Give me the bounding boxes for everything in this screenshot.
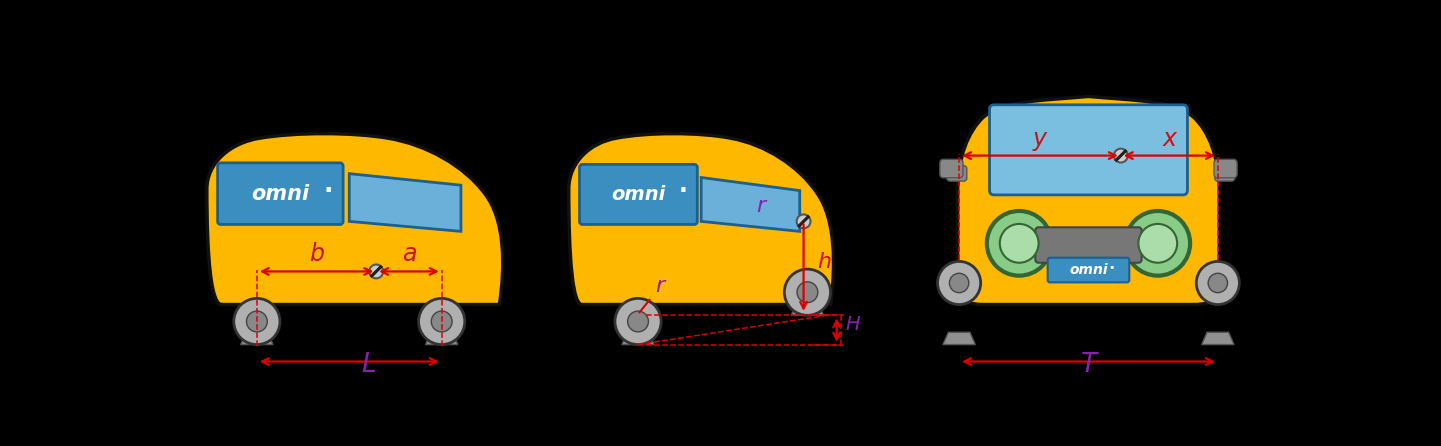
Text: H: H	[846, 315, 860, 334]
Text: b: b	[308, 243, 324, 266]
Polygon shape	[425, 332, 458, 345]
FancyBboxPatch shape	[1048, 258, 1130, 282]
Circle shape	[938, 261, 981, 305]
Circle shape	[1196, 261, 1239, 305]
Circle shape	[1000, 224, 1039, 263]
Circle shape	[1125, 211, 1190, 276]
Circle shape	[233, 298, 280, 345]
Circle shape	[950, 273, 968, 293]
FancyBboxPatch shape	[579, 165, 697, 224]
Polygon shape	[791, 303, 824, 315]
PathPatch shape	[208, 134, 503, 305]
Circle shape	[987, 211, 1052, 276]
Polygon shape	[349, 173, 461, 231]
Text: a: a	[402, 243, 416, 266]
Text: omni: omni	[251, 184, 308, 204]
Circle shape	[1114, 149, 1128, 162]
Text: y: y	[1033, 127, 1048, 151]
Text: h: h	[817, 252, 831, 273]
Text: x: x	[1163, 127, 1176, 151]
Text: omni: omni	[1069, 263, 1108, 277]
Text: ·: ·	[679, 179, 687, 203]
Text: r: r	[656, 276, 664, 296]
Circle shape	[784, 269, 830, 315]
Text: T: T	[1081, 352, 1097, 378]
FancyBboxPatch shape	[990, 105, 1187, 195]
FancyBboxPatch shape	[947, 166, 967, 181]
Polygon shape	[241, 332, 272, 345]
Polygon shape	[1202, 332, 1233, 345]
Polygon shape	[623, 332, 654, 345]
Circle shape	[246, 311, 267, 332]
Text: ·: ·	[324, 178, 333, 202]
FancyBboxPatch shape	[1035, 227, 1141, 263]
Circle shape	[797, 282, 818, 303]
Circle shape	[1138, 224, 1177, 263]
Circle shape	[615, 298, 661, 345]
FancyBboxPatch shape	[1213, 159, 1236, 178]
Text: L: L	[362, 352, 376, 378]
FancyBboxPatch shape	[218, 163, 343, 224]
Text: ·: ·	[1108, 260, 1115, 278]
Circle shape	[431, 311, 452, 332]
FancyBboxPatch shape	[1215, 166, 1235, 181]
Circle shape	[1208, 273, 1228, 293]
Polygon shape	[942, 332, 976, 345]
Text: r: r	[757, 196, 765, 216]
Circle shape	[369, 264, 383, 278]
PathPatch shape	[958, 96, 1219, 305]
Polygon shape	[702, 178, 800, 231]
Text: omni: omni	[611, 185, 666, 204]
Circle shape	[418, 298, 465, 345]
PathPatch shape	[569, 134, 833, 305]
Circle shape	[628, 311, 648, 332]
Circle shape	[797, 215, 810, 228]
FancyBboxPatch shape	[940, 159, 963, 178]
